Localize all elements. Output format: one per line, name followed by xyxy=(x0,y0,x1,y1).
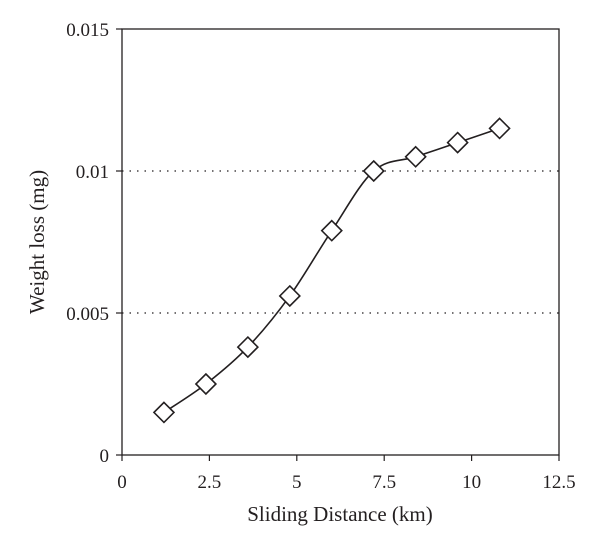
y-grid xyxy=(122,170,559,314)
x-tick-label: 0 xyxy=(117,472,127,493)
data-point-marker xyxy=(362,159,385,183)
x-tick-label: 2.5 xyxy=(198,472,222,493)
data-point-marker xyxy=(404,145,427,168)
data-point-marker xyxy=(446,131,469,154)
y-tick-label: 0.015 xyxy=(66,20,109,41)
data-point-marker xyxy=(320,219,343,242)
y-axis-label: Weight loss (mg) xyxy=(25,170,49,314)
x-tick-label: 7.5 xyxy=(372,472,396,493)
x-tick-label: 5 xyxy=(292,472,302,493)
data-point-marker xyxy=(236,335,259,359)
data-point-marker xyxy=(194,372,218,396)
y-tick-label: 0 xyxy=(100,446,110,467)
y-axis-ticks: 0 0.005 0.01 0.015 xyxy=(66,20,122,467)
data-point-marker xyxy=(488,117,511,140)
y-tick-label: 0.005 xyxy=(66,304,109,325)
data-point-marker xyxy=(152,401,176,424)
y-tick-label: 0.01 xyxy=(76,162,109,183)
x-axis-ticks: 0 2.5 5 7.5 10 12.5 xyxy=(117,455,576,493)
series-line xyxy=(163,127,500,414)
data-point-marker xyxy=(278,284,301,308)
series-markers xyxy=(152,117,511,424)
x-tick-label: 10 xyxy=(462,472,481,493)
plot-frame xyxy=(121,28,560,456)
x-axis-label: Sliding Distance (km) xyxy=(247,502,432,526)
x-tick-label: 12.5 xyxy=(542,472,575,493)
